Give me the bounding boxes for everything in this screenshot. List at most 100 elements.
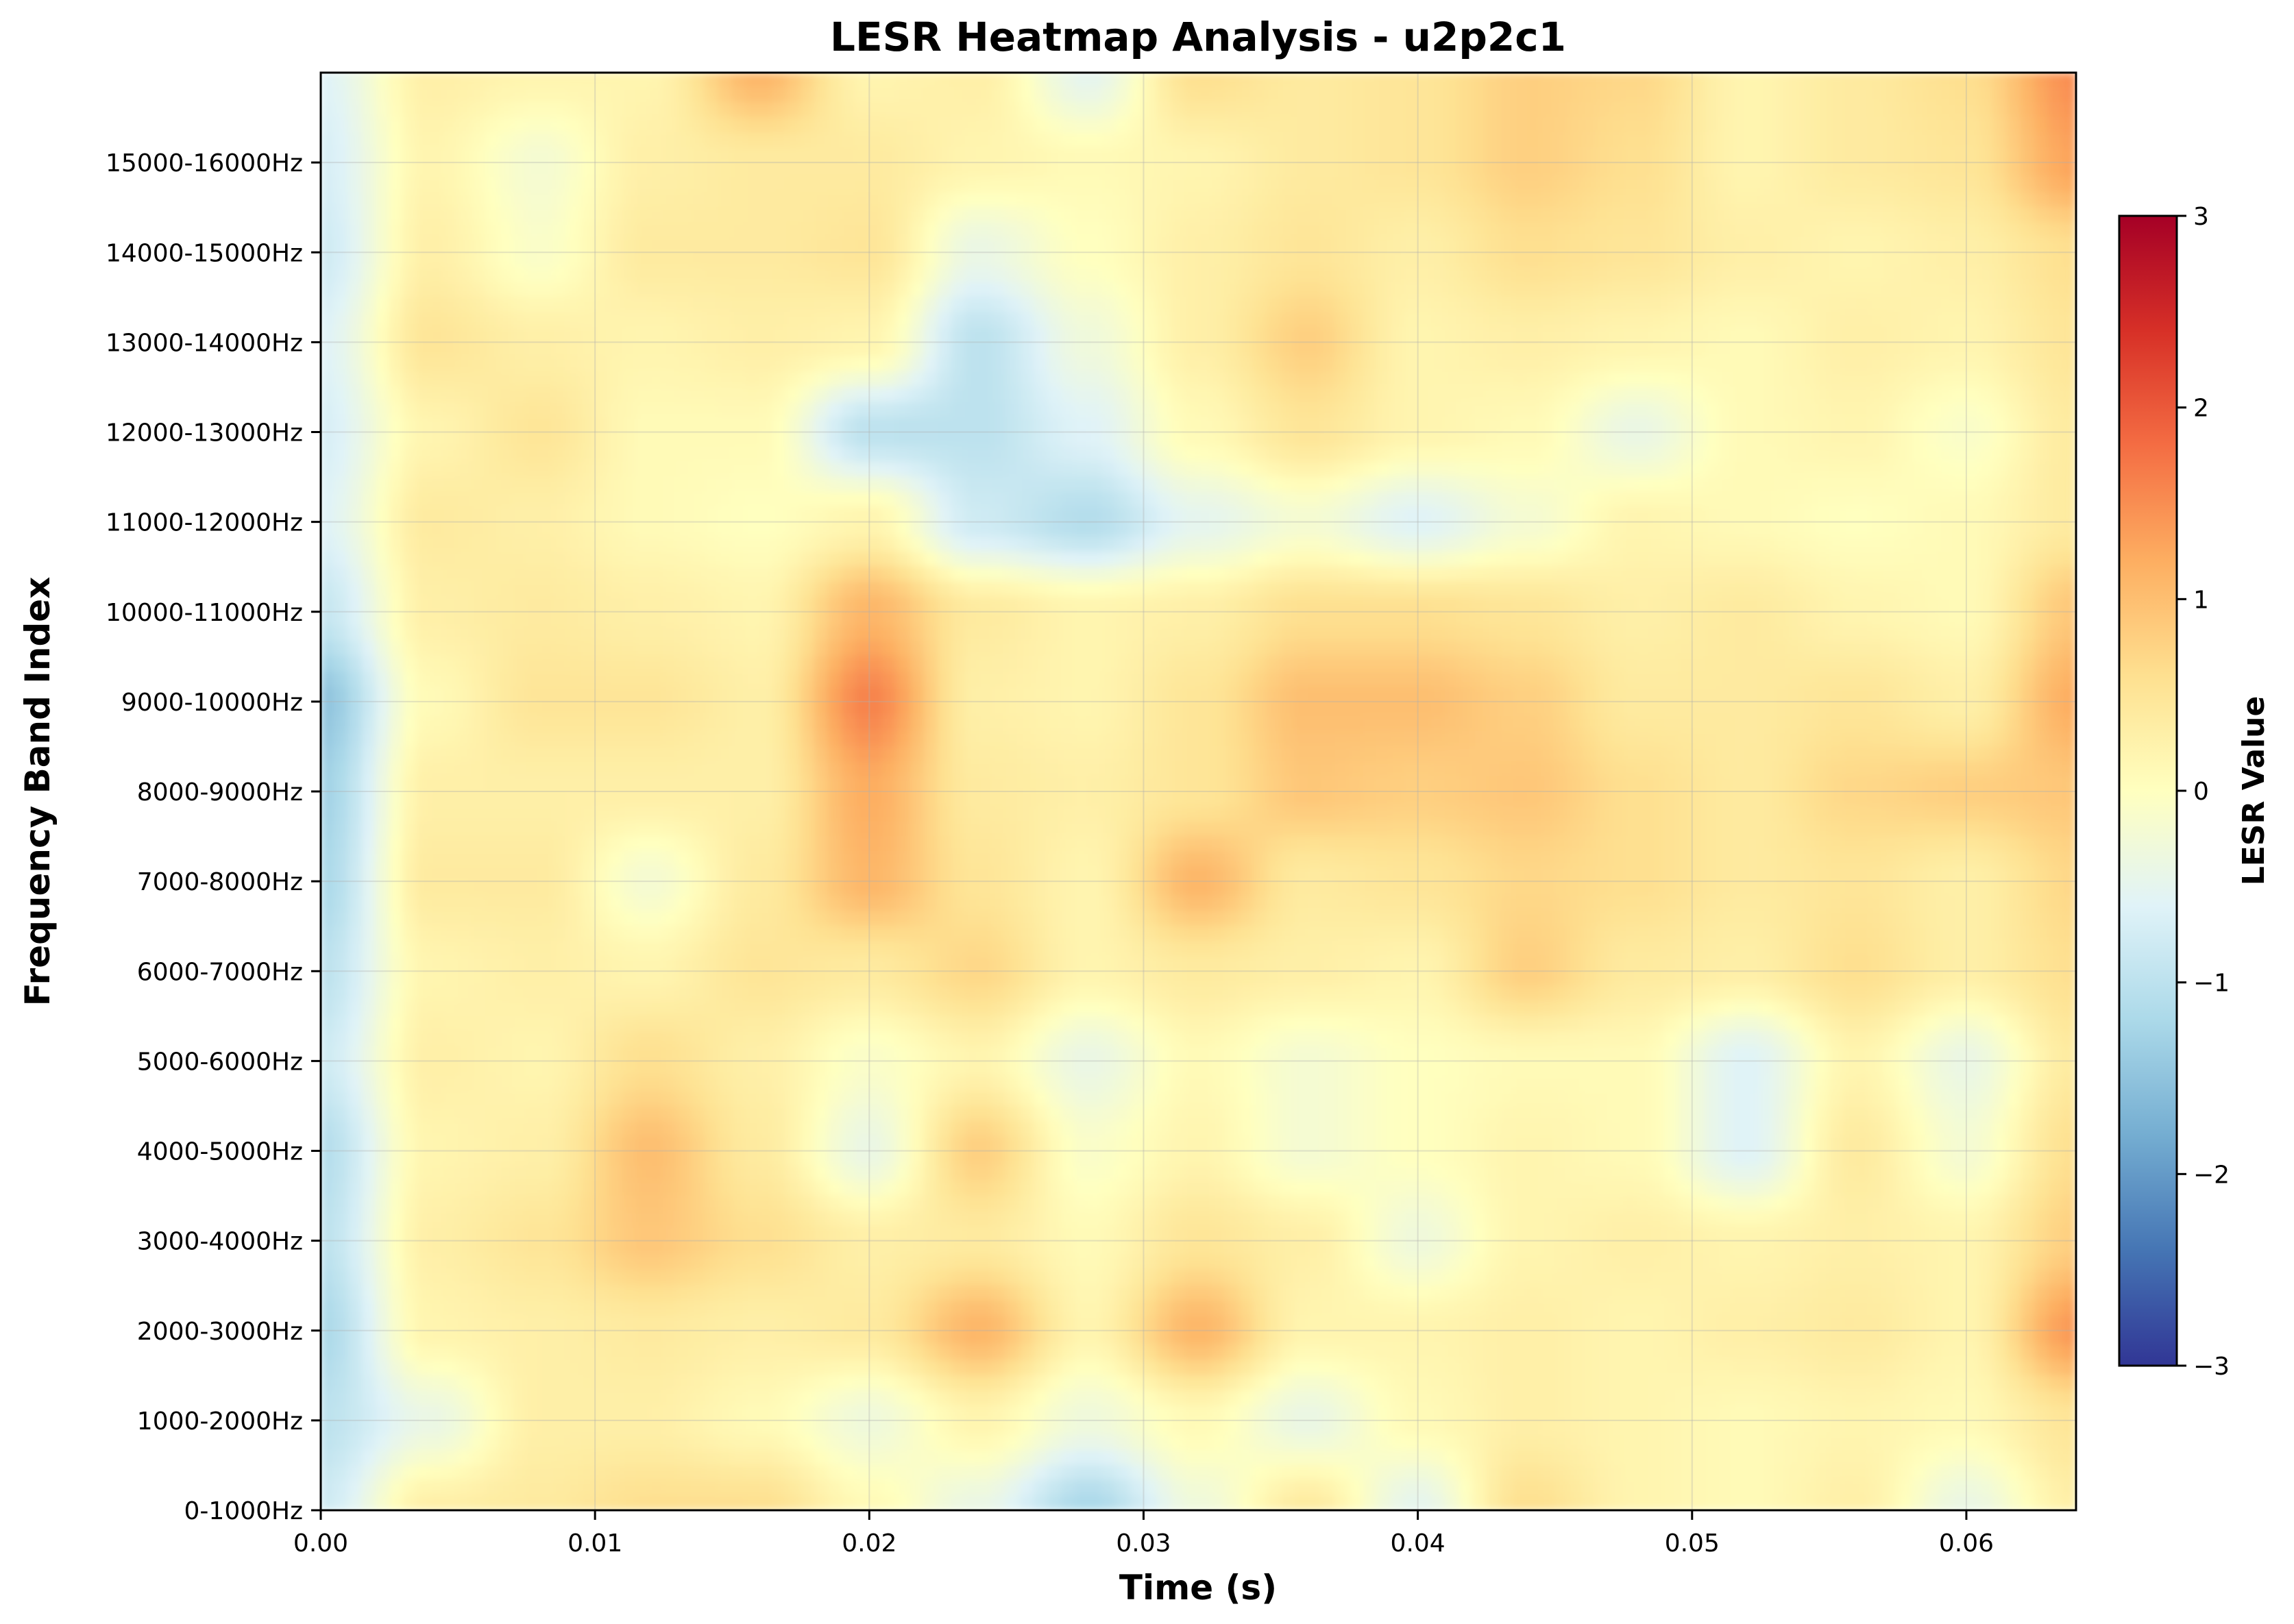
heatmap-cell bbox=[1376, 282, 1391, 298]
heatmap-cell bbox=[321, 192, 335, 208]
heatmap-cell bbox=[1746, 326, 1761, 343]
heatmap-cell bbox=[1787, 236, 1803, 253]
heatmap-cell bbox=[1925, 536, 1940, 552]
heatmap-cell bbox=[594, 626, 609, 643]
heatmap-cell bbox=[759, 267, 774, 283]
heatmap-cell bbox=[841, 267, 856, 283]
heatmap-cell bbox=[1417, 87, 1432, 103]
heatmap-cell bbox=[1459, 87, 1474, 103]
heatmap-cell bbox=[923, 73, 938, 88]
heatmap-cell bbox=[759, 147, 774, 163]
heatmap-cell bbox=[581, 371, 596, 388]
heatmap-cell bbox=[1883, 611, 1899, 628]
heatmap-cell bbox=[2048, 386, 2063, 403]
heatmap-cell bbox=[1705, 297, 1720, 313]
heatmap-cell bbox=[1225, 326, 1241, 343]
heatmap-cell bbox=[1143, 251, 1158, 268]
heatmap-cell bbox=[1088, 162, 1103, 178]
heatmap-cell bbox=[841, 162, 856, 178]
heatmap-cell bbox=[1870, 626, 1885, 643]
heatmap-cell bbox=[855, 282, 870, 298]
heatmap-cell bbox=[347, 417, 363, 433]
heatmap-cell bbox=[1486, 177, 1501, 193]
heatmap-cell bbox=[759, 446, 774, 463]
heatmap-cell bbox=[868, 312, 883, 328]
heatmap-cell bbox=[1705, 521, 1720, 538]
heatmap-cell bbox=[2021, 506, 2036, 523]
heatmap-cell bbox=[1321, 506, 1337, 523]
heatmap-cell bbox=[992, 386, 1007, 403]
heatmap-cell bbox=[1609, 402, 1624, 418]
heatmap-cell bbox=[759, 536, 774, 552]
heatmap-cell bbox=[1993, 162, 2008, 178]
heatmap-cell bbox=[1938, 641, 1953, 657]
heatmap-cell bbox=[1842, 417, 1857, 433]
heatmap-cell bbox=[1252, 386, 1268, 403]
heatmap-cell bbox=[1952, 566, 1967, 582]
heatmap-cell bbox=[1266, 446, 1282, 463]
heatmap-cell bbox=[1362, 116, 1378, 134]
chart-title: LESR Heatmap Analysis - u2p2c1 bbox=[830, 14, 1566, 60]
heatmap-cell bbox=[1568, 221, 1583, 238]
heatmap-cell bbox=[827, 446, 842, 463]
heatmap-cell bbox=[978, 536, 993, 552]
heatmap-cell bbox=[1252, 506, 1268, 523]
heatmap-cell bbox=[1541, 386, 1556, 403]
heatmap-cell bbox=[430, 596, 445, 613]
heatmap-cell bbox=[608, 491, 623, 508]
heatmap-cell bbox=[1307, 236, 1323, 253]
heatmap-cell bbox=[1760, 132, 1775, 148]
heatmap-cell bbox=[745, 581, 760, 598]
heatmap-cell bbox=[1609, 461, 1624, 478]
heatmap-cell bbox=[334, 431, 349, 447]
heatmap-cell bbox=[594, 102, 609, 119]
heatmap-cell bbox=[416, 236, 431, 253]
heatmap-cell bbox=[1993, 386, 2008, 403]
heatmap-cell bbox=[1733, 326, 1748, 343]
heatmap-cell bbox=[1431, 417, 1446, 433]
heatmap-cell bbox=[1445, 536, 1460, 552]
heatmap-cell bbox=[1938, 312, 1953, 328]
heatmap-cell bbox=[1156, 132, 1172, 148]
heatmap-cell bbox=[1678, 476, 1693, 493]
heatmap-cell bbox=[443, 326, 459, 343]
heatmap-cell bbox=[1211, 221, 1227, 238]
heatmap-cell bbox=[581, 207, 596, 223]
heatmap-cell bbox=[1238, 326, 1254, 343]
heatmap-cell bbox=[1760, 87, 1775, 103]
heatmap-cell bbox=[1870, 581, 1885, 598]
heatmap-cell bbox=[2048, 251, 2063, 268]
heatmap-cell bbox=[1225, 521, 1241, 538]
heatmap-cell bbox=[539, 386, 554, 403]
heatmap-cell bbox=[1445, 132, 1460, 148]
heatmap-cell bbox=[2007, 73, 2022, 88]
heatmap-cell bbox=[910, 566, 925, 582]
heatmap-cell bbox=[1596, 267, 1611, 283]
heatmap-cell bbox=[1829, 402, 1844, 418]
heatmap-cell bbox=[1074, 236, 1090, 253]
heatmap-cell bbox=[375, 116, 390, 134]
heatmap-cell bbox=[635, 267, 650, 283]
heatmap-cell bbox=[1033, 581, 1049, 598]
heatmap-cell bbox=[1938, 536, 1953, 552]
heatmap-cell bbox=[1184, 326, 1199, 343]
heatmap-cell bbox=[416, 596, 431, 613]
heatmap-cell bbox=[1527, 192, 1542, 208]
heatmap-cell bbox=[402, 177, 417, 193]
heatmap-cell bbox=[1307, 491, 1323, 508]
heatmap-cell bbox=[321, 596, 335, 613]
heatmap-cell bbox=[1938, 236, 1953, 253]
heatmap-cell bbox=[1088, 446, 1103, 463]
heatmap-cell bbox=[1596, 207, 1611, 223]
heatmap-cell bbox=[347, 341, 363, 358]
heatmap-cell bbox=[1211, 192, 1227, 208]
heatmap-cell bbox=[1596, 476, 1611, 493]
heatmap-cell bbox=[526, 581, 541, 598]
heatmap-cell bbox=[1143, 297, 1158, 313]
heatmap-cell bbox=[1692, 297, 1707, 313]
heatmap-cell bbox=[1074, 521, 1090, 538]
heatmap-cell bbox=[1129, 192, 1145, 208]
heatmap-cell bbox=[1334, 147, 1350, 163]
heatmap-cell bbox=[1211, 312, 1227, 328]
heatmap-cell bbox=[1417, 236, 1432, 253]
